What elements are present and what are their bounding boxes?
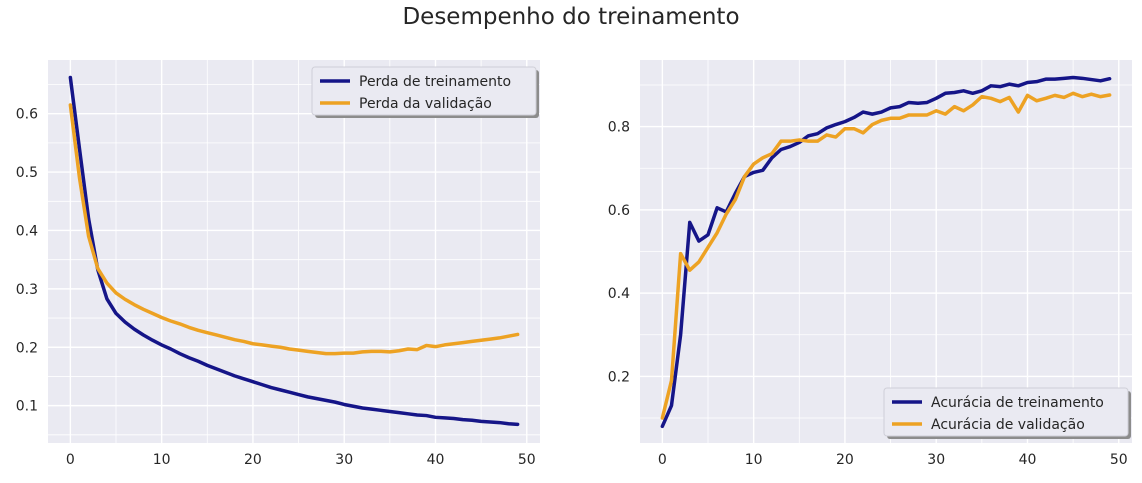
y-tick-label: 0.3 — [16, 282, 38, 298]
x-tick-label: 30 — [927, 452, 945, 468]
y-tick-label: 0.6 — [608, 203, 630, 219]
legend-entry: Perda de treinamento — [359, 74, 511, 90]
series-line-0 — [68, 75, 520, 427]
x-tick-label: 20 — [244, 452, 262, 468]
x-tick-label: 30 — [335, 452, 353, 468]
legend: Perda de treinamento Perda da validação — [311, 66, 539, 118]
y-tick-label: 0.4 — [608, 286, 630, 302]
y-tick-label: 0.6 — [16, 107, 38, 123]
x-tick-label: 10 — [153, 452, 171, 468]
x-tick-label: 50 — [1110, 452, 1128, 468]
accuracy-chart: 0 10 20 30 40 50 0.2 0.4 0.6 0.8 Acurácia de trein… — [608, 60, 1132, 468]
series-line-1 — [660, 91, 1112, 420]
x-tick-label: 50 — [518, 452, 536, 468]
y-tick-label: 0.1 — [16, 399, 38, 415]
x-tick-label: 20 — [836, 452, 854, 468]
legend-entry: Acurácia de treinamento — [931, 395, 1104, 411]
y-tick-label: 0.5 — [16, 165, 38, 181]
series-line-1 — [68, 103, 520, 356]
x-tick-label: 0 — [658, 452, 667, 468]
legend-entry: Perda da validação — [359, 96, 492, 112]
y-tick-label: 0.2 — [16, 340, 38, 356]
legend: Acurácia de treinamento Acurácia de valid… — [883, 387, 1131, 439]
x-tick-label: 40 — [1019, 452, 1037, 468]
loss-chart: 0 10 20 30 40 50 0.1 0.2 0.3 0.4 0.5 0.6 Perda de tr… — [16, 60, 540, 468]
series-line-0 — [660, 75, 1112, 429]
legend-box — [311, 66, 537, 116]
figure-title: Desempenho do treinamento — [402, 4, 740, 30]
y-tick-label: 0.2 — [608, 369, 630, 385]
x-tick-label: 40 — [427, 452, 445, 468]
x-tick-label: 0 — [66, 452, 75, 468]
plot-area — [48, 60, 540, 443]
legend-entry: Acurácia de validação — [931, 417, 1085, 433]
x-tick-label: 10 — [745, 452, 763, 468]
y-tick-label: 0.8 — [608, 120, 630, 136]
y-tick-label: 0.4 — [16, 223, 38, 239]
legend-box — [883, 387, 1129, 437]
